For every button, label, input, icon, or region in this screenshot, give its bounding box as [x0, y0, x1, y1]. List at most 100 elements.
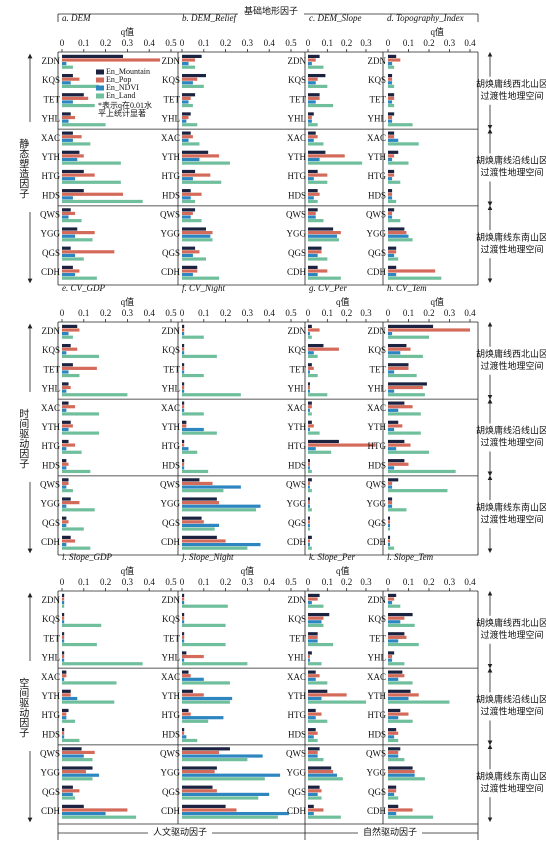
bar	[182, 766, 217, 770]
x-tick-label: 0.2	[100, 38, 111, 48]
bar	[308, 157, 320, 162]
y-tick-label: XAC	[41, 133, 60, 143]
panel-title: i. Slope_GDP	[62, 552, 112, 562]
bar	[308, 177, 314, 181]
bar	[182, 177, 193, 181]
bar	[182, 142, 200, 146]
bar	[182, 604, 228, 608]
bar	[388, 601, 393, 605]
bar	[388, 796, 399, 800]
x-tick-label: 0.1	[403, 577, 414, 587]
bar	[182, 639, 185, 643]
y-tick-label: YTH	[288, 422, 307, 432]
bar	[62, 758, 93, 762]
bar	[388, 257, 399, 261]
bar	[308, 785, 320, 789]
bar	[182, 504, 261, 508]
bar	[388, 651, 395, 655]
bar	[62, 508, 95, 512]
bar	[62, 808, 128, 812]
bar	[62, 693, 71, 697]
bar	[388, 427, 395, 432]
bar	[182, 770, 215, 774]
x-tick-label: 0	[180, 38, 185, 48]
bar	[182, 393, 241, 397]
bar	[388, 58, 401, 62]
y-tick-label: CDH	[161, 806, 181, 816]
bar	[388, 199, 397, 204]
bar	[62, 674, 67, 678]
bar	[308, 73, 326, 78]
side-label: 过渡性地理空间	[480, 513, 543, 524]
y-tick-label: YHL	[42, 384, 61, 394]
bar	[62, 504, 67, 508]
bar	[182, 169, 196, 174]
bar	[62, 424, 73, 428]
bar	[388, 447, 397, 451]
bar	[62, 728, 65, 732]
bar	[308, 180, 328, 184]
bar	[308, 100, 316, 104]
bar	[308, 169, 318, 174]
bar	[182, 716, 224, 720]
bar	[388, 253, 395, 257]
x-tick-label: 0.3	[242, 308, 254, 318]
bar	[308, 639, 318, 643]
bar	[308, 712, 322, 716]
y-tick-label: HDS	[162, 729, 180, 739]
bar	[62, 462, 69, 466]
bar	[182, 231, 213, 235]
y-tick-label: HTG	[288, 710, 307, 720]
bar	[308, 501, 310, 505]
bar	[182, 354, 217, 358]
bar	[62, 735, 65, 739]
bar	[62, 481, 69, 486]
bar	[388, 238, 413, 242]
bar	[62, 234, 76, 238]
label-bg	[484, 692, 496, 721]
bar	[388, 478, 399, 482]
y-tick-label: HTG	[288, 441, 307, 451]
bar	[388, 731, 399, 735]
bar	[388, 81, 393, 85]
bar	[388, 700, 450, 704]
side-label: 过渡性地理空间	[480, 706, 543, 717]
bar	[308, 750, 318, 755]
bar	[182, 405, 185, 409]
bar	[388, 654, 393, 659]
bar	[388, 616, 405, 620]
bar	[388, 523, 391, 527]
bar	[308, 211, 316, 216]
bar	[62, 612, 65, 617]
bar	[308, 459, 310, 463]
y-tick-label: QGS	[162, 518, 180, 528]
y-tick-label: TET	[370, 633, 387, 643]
bar	[388, 370, 395, 374]
bar	[308, 138, 314, 142]
bar	[308, 253, 318, 257]
y-tick-label: XAC	[161, 403, 180, 413]
label-bg	[484, 153, 496, 182]
legend-label: En_Land	[106, 91, 135, 100]
bar	[388, 681, 413, 685]
bar	[62, 789, 80, 793]
y-tick-label: YGG	[41, 499, 61, 509]
bar	[182, 366, 185, 370]
bar	[62, 351, 67, 355]
bar	[308, 681, 328, 685]
bar	[308, 670, 316, 674]
y-tick-label: YGG	[287, 229, 307, 239]
bar	[182, 412, 204, 416]
legend-swatch	[96, 77, 104, 83]
y-tick-label: CDH	[367, 537, 387, 547]
bar	[62, 597, 65, 601]
bar	[388, 811, 397, 816]
bar	[388, 276, 442, 280]
x-tick-label: 0.1	[198, 308, 209, 318]
x-tick-label: 0.1	[403, 308, 414, 318]
bar	[308, 693, 347, 697]
y-tick-label: QWS	[366, 480, 386, 490]
bar	[388, 535, 391, 539]
bar	[62, 459, 67, 463]
y-tick-label: YHL	[162, 384, 181, 394]
